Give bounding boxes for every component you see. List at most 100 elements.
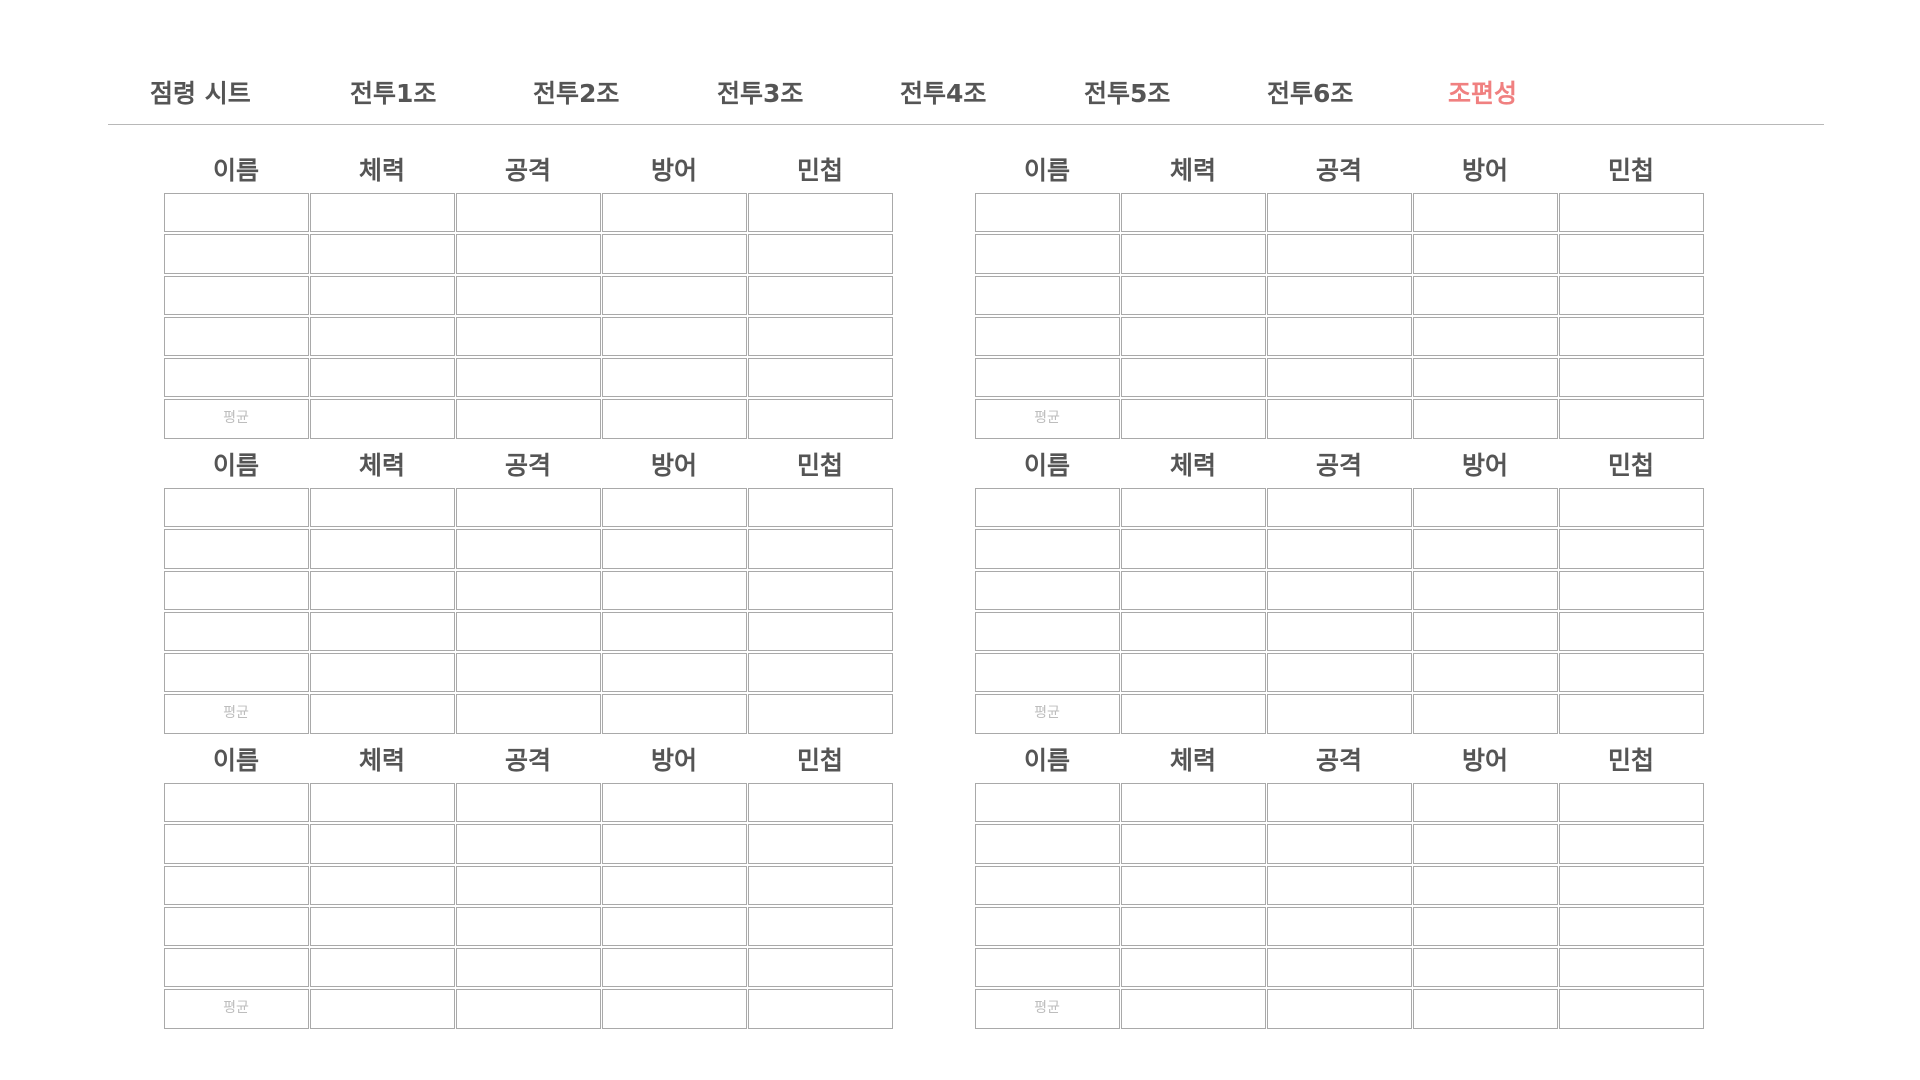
attack-cell[interactable] (1266, 529, 1412, 569)
name-cell[interactable] (163, 234, 309, 274)
agility-cell[interactable] (747, 316, 893, 357)
tab-occupation-sheet[interactable]: 점령 시트 (150, 79, 251, 108)
defense-cell[interactable] (601, 783, 747, 823)
agility-cell[interactable] (1558, 529, 1704, 569)
hp-cell[interactable] (1120, 570, 1266, 610)
attack-cell[interactable] (1266, 234, 1412, 274)
hp-cell[interactable] (309, 193, 455, 233)
defense-cell[interactable] (1412, 948, 1558, 988)
tab-battle-team-6[interactable]: 전투6조 (1267, 79, 1354, 108)
hp-cell[interactable] (309, 358, 455, 398)
name-cell[interactable] (163, 193, 309, 233)
defense-cell[interactable] (1412, 234, 1558, 274)
attack-cell[interactable] (1266, 275, 1412, 315)
agility-cell[interactable] (747, 906, 893, 947)
hp-cell[interactable] (309, 653, 455, 693)
defense-cell[interactable] (1412, 865, 1558, 905)
name-cell[interactable] (163, 611, 309, 652)
defense-cell[interactable] (1412, 611, 1558, 652)
hp-cell[interactable] (309, 906, 455, 947)
hp-cell[interactable] (309, 824, 455, 864)
defense-cell[interactable] (601, 611, 747, 652)
hp-cell[interactable] (309, 275, 455, 315)
name-cell[interactable] (974, 570, 1120, 610)
hp-cell[interactable] (1120, 948, 1266, 988)
tab-battle-team-1[interactable]: 전투1조 (350, 79, 437, 108)
name-cell[interactable] (974, 316, 1120, 357)
defense-cell[interactable] (601, 275, 747, 315)
agility-cell[interactable] (747, 358, 893, 398)
attack-cell[interactable] (455, 906, 601, 947)
attack-cell[interactable] (455, 948, 601, 988)
defense-cell[interactable] (601, 358, 747, 398)
defense-cell[interactable] (601, 316, 747, 357)
attack-cell[interactable] (1266, 611, 1412, 652)
name-cell[interactable] (163, 865, 309, 905)
name-cell[interactable] (974, 906, 1120, 947)
defense-cell[interactable] (1412, 906, 1558, 947)
name-cell[interactable] (974, 611, 1120, 652)
attack-cell[interactable] (1266, 570, 1412, 610)
agility-cell[interactable] (1558, 824, 1704, 864)
defense-cell[interactable] (601, 653, 747, 693)
defense-cell[interactable] (1412, 824, 1558, 864)
hp-cell[interactable] (309, 488, 455, 528)
name-cell[interactable] (974, 275, 1120, 315)
attack-cell[interactable] (455, 193, 601, 233)
name-cell[interactable] (974, 865, 1120, 905)
defense-cell[interactable] (601, 488, 747, 528)
defense-cell[interactable] (601, 865, 747, 905)
defense-cell[interactable] (601, 906, 747, 947)
agility-cell[interactable] (747, 570, 893, 610)
defense-cell[interactable] (1412, 316, 1558, 357)
agility-cell[interactable] (747, 783, 893, 823)
agility-cell[interactable] (747, 824, 893, 864)
agility-cell[interactable] (1558, 783, 1704, 823)
agility-cell[interactable] (747, 488, 893, 528)
attack-cell[interactable] (455, 358, 601, 398)
name-cell[interactable] (163, 275, 309, 315)
attack-cell[interactable] (455, 488, 601, 528)
hp-cell[interactable] (1120, 906, 1266, 947)
defense-cell[interactable] (1412, 275, 1558, 315)
attack-cell[interactable] (455, 529, 601, 569)
attack-cell[interactable] (455, 783, 601, 823)
defense-cell[interactable] (1412, 358, 1558, 398)
hp-cell[interactable] (309, 611, 455, 652)
agility-cell[interactable] (1558, 193, 1704, 233)
agility-cell[interactable] (1558, 611, 1704, 652)
attack-cell[interactable] (455, 570, 601, 610)
defense-cell[interactable] (601, 824, 747, 864)
hp-cell[interactable] (1120, 865, 1266, 905)
attack-cell[interactable] (1266, 358, 1412, 398)
name-cell[interactable] (974, 529, 1120, 569)
defense-cell[interactable] (1412, 193, 1558, 233)
name-cell[interactable] (163, 570, 309, 610)
agility-cell[interactable] (1558, 234, 1704, 274)
defense-cell[interactable] (601, 193, 747, 233)
agility-cell[interactable] (747, 948, 893, 988)
agility-cell[interactable] (1558, 570, 1704, 610)
hp-cell[interactable] (1120, 529, 1266, 569)
defense-cell[interactable] (1412, 529, 1558, 569)
agility-cell[interactable] (1558, 488, 1704, 528)
defense-cell[interactable] (1412, 783, 1558, 823)
hp-cell[interactable] (309, 234, 455, 274)
name-cell[interactable] (163, 824, 309, 864)
attack-cell[interactable] (455, 234, 601, 274)
agility-cell[interactable] (747, 865, 893, 905)
name-cell[interactable] (163, 783, 309, 823)
agility-cell[interactable] (747, 653, 893, 693)
name-cell[interactable] (163, 316, 309, 357)
attack-cell[interactable] (455, 824, 601, 864)
agility-cell[interactable] (747, 529, 893, 569)
name-cell[interactable] (163, 529, 309, 569)
name-cell[interactable] (974, 358, 1120, 398)
hp-cell[interactable] (309, 570, 455, 610)
agility-cell[interactable] (1558, 653, 1704, 693)
agility-cell[interactable] (1558, 948, 1704, 988)
attack-cell[interactable] (455, 611, 601, 652)
defense-cell[interactable] (1412, 488, 1558, 528)
name-cell[interactable] (974, 783, 1120, 823)
name-cell[interactable] (163, 948, 309, 988)
